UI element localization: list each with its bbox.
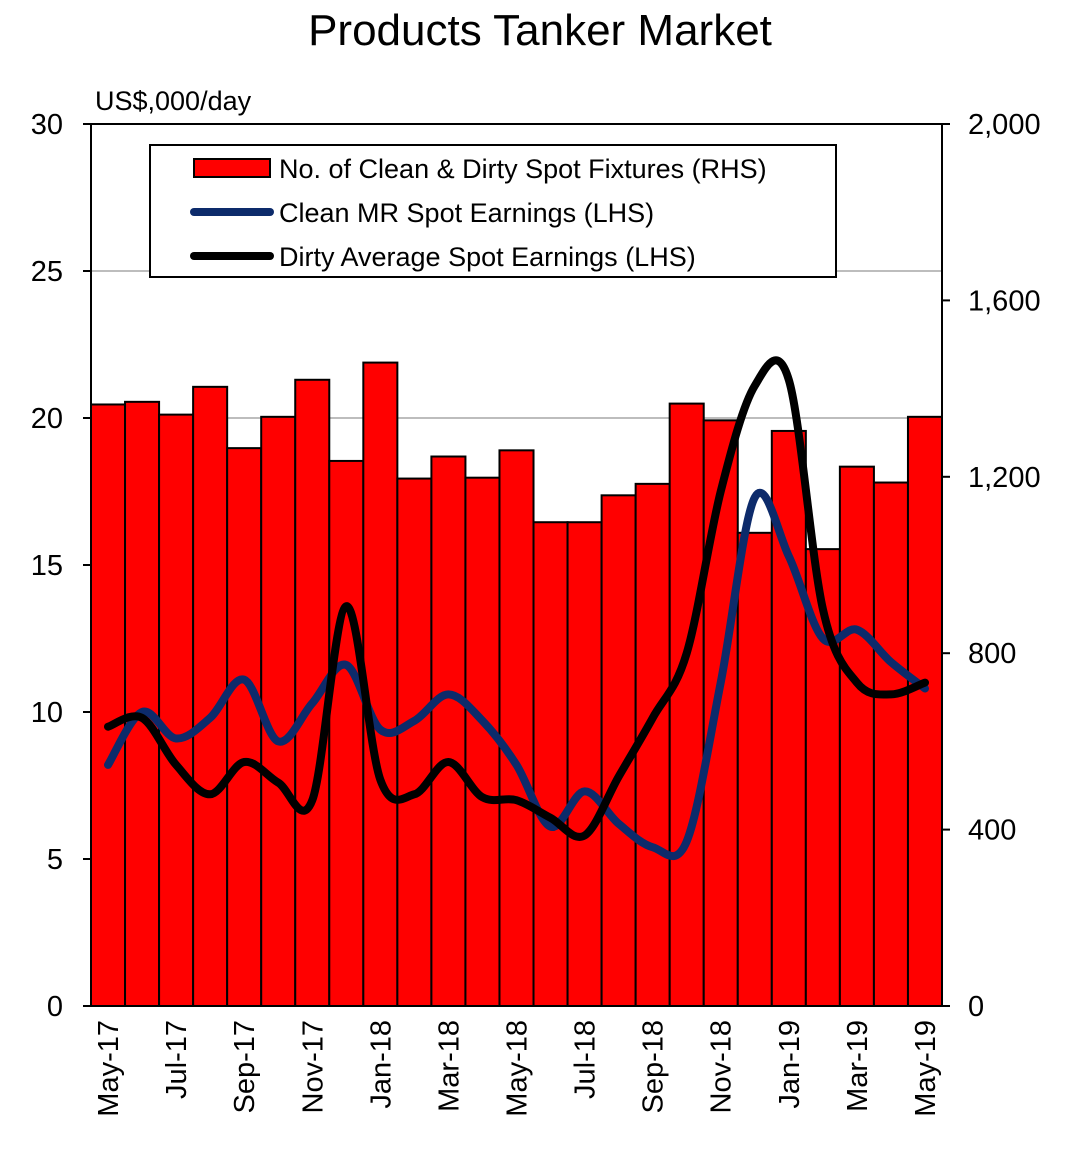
dirty-average-earnings-line bbox=[104, 356, 929, 841]
x-tick-label: Nov-17 bbox=[297, 1020, 329, 1114]
y-right-tick-label: 0 bbox=[968, 991, 984, 1023]
x-tick-label: Jul-18 bbox=[570, 1020, 602, 1099]
legend-label: No. of Clean & Dirty Spot Fixtures (RHS) bbox=[279, 154, 767, 184]
bar-Jan-18 bbox=[362, 361, 399, 1007]
legend-label: Dirty Average Spot Earnings (LHS) bbox=[279, 242, 696, 272]
bar-Jul-17 bbox=[158, 413, 195, 1007]
bar-Dec-18 bbox=[736, 531, 773, 1007]
y-left-tick-label: 5 bbox=[47, 844, 63, 876]
y-left-tick-label: 20 bbox=[31, 403, 63, 435]
bar-May-18 bbox=[498, 449, 535, 1007]
bar-Sep-17 bbox=[226, 447, 263, 1007]
bar-Oct-18 bbox=[668, 402, 705, 1007]
y-right-tick-label: 800 bbox=[968, 638, 1016, 670]
bar-Oct-17 bbox=[260, 415, 297, 1008]
x-tick-label: Jul-17 bbox=[161, 1020, 193, 1099]
y-right-tick-label: 1,200 bbox=[968, 462, 1041, 494]
bar-May-17 bbox=[90, 403, 127, 1007]
y-right-tick-label: 2,000 bbox=[968, 109, 1041, 141]
bar-May-19 bbox=[906, 415, 944, 1008]
y-left-tick-label: 30 bbox=[31, 109, 63, 141]
x-tick-label: Sep-17 bbox=[229, 1020, 261, 1114]
x-axis-ticks: May-17 Jul-17 Sep-17 Nov-17 Jan-18 Mar-18 May-… bbox=[93, 1020, 942, 1117]
x-tick-label: Sep-18 bbox=[638, 1020, 670, 1114]
y-right-tick-label: 400 bbox=[968, 815, 1016, 847]
bar-Feb-18 bbox=[396, 477, 433, 1007]
bar-Mar-18 bbox=[430, 455, 467, 1008]
x-tick-label: May-17 bbox=[93, 1020, 125, 1117]
bar-Jun-17 bbox=[124, 400, 161, 1007]
y-left-tick-label: 15 bbox=[31, 550, 63, 582]
y-left-unit-label: US$,000/day bbox=[95, 86, 252, 116]
bar-Dec-17 bbox=[328, 459, 365, 1007]
legend-label: Clean MR Spot Earnings (LHS) bbox=[279, 198, 654, 228]
bar-Apr-19 bbox=[872, 481, 909, 1007]
x-tick-label: Nov-18 bbox=[706, 1020, 738, 1114]
legend: No. of Clean & Dirty Spot Fixtures (RHS)… bbox=[149, 144, 837, 278]
x-tick-label: May-18 bbox=[502, 1020, 534, 1117]
bar-Jul-18 bbox=[566, 521, 603, 1008]
x-tick-label: Jan-19 bbox=[774, 1020, 806, 1109]
y-right-tick-label: 1,600 bbox=[968, 285, 1041, 317]
y-left-axis-ticks: 0 5 10 15 20 25 30 bbox=[31, 109, 91, 1023]
y-left-tick-label: 0 bbox=[47, 991, 63, 1023]
x-tick-label: Jan-18 bbox=[365, 1020, 397, 1109]
fixtures-bars bbox=[90, 361, 944, 1008]
y-left-tick-label: 25 bbox=[31, 256, 63, 288]
x-tick-label: May-19 bbox=[910, 1020, 942, 1117]
bar-Apr-18 bbox=[464, 476, 501, 1007]
y-right-axis-ticks: 0 400 800 1,200 1,600 2,000 bbox=[942, 109, 1041, 1023]
chart-title: Products Tanker Market bbox=[308, 6, 772, 55]
bar-Jun-18 bbox=[532, 521, 569, 1008]
bar-Mar-19 bbox=[838, 465, 875, 1008]
legend-swatch-fixtures bbox=[193, 158, 271, 178]
x-tick-label: Mar-19 bbox=[842, 1020, 874, 1112]
earnings-lines bbox=[104, 356, 929, 861]
x-tick-label: Mar-18 bbox=[433, 1020, 465, 1112]
y-left-tick-label: 10 bbox=[31, 697, 63, 729]
